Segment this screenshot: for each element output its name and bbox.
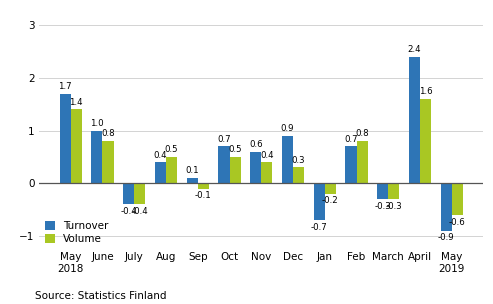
Bar [441,183,452,231]
Text: 2.4: 2.4 [408,45,422,54]
Text: 0.5: 0.5 [228,145,242,154]
Text: -0.7: -0.7 [311,223,328,232]
Text: 0.9: 0.9 [281,124,294,133]
Bar [346,146,356,183]
Bar [218,146,230,183]
Bar [134,183,145,204]
Bar [155,162,166,183]
Bar [261,162,273,183]
Bar [60,94,70,183]
Text: Source: Statistics Finland: Source: Statistics Finland [35,291,166,301]
Text: 0.4: 0.4 [260,150,274,160]
Text: -0.3: -0.3 [374,202,391,211]
Bar [452,183,463,215]
Bar [123,183,134,204]
Text: -0.4: -0.4 [132,207,148,216]
Bar [91,130,103,183]
Bar [356,141,368,183]
Bar [187,178,198,183]
Text: 0.5: 0.5 [165,145,178,154]
Bar [103,141,113,183]
Bar [70,109,82,183]
Bar [325,183,336,194]
Text: 0.8: 0.8 [355,130,369,138]
Text: -0.1: -0.1 [195,191,211,200]
Bar [282,136,293,183]
Bar [230,157,241,183]
Bar [420,99,431,183]
Text: 1.0: 1.0 [90,119,104,128]
Text: 0.7: 0.7 [344,135,358,144]
Bar [250,152,261,183]
Text: -0.3: -0.3 [386,202,402,211]
Text: 1.6: 1.6 [419,87,432,96]
Text: 0.3: 0.3 [292,156,306,165]
Bar [388,183,399,199]
Legend: Turnover, Volume: Turnover, Volume [45,221,109,244]
Bar [314,183,325,220]
Text: 0.8: 0.8 [101,130,115,138]
Text: -0.6: -0.6 [449,218,466,226]
Bar [409,57,420,183]
Bar [166,157,177,183]
Text: -0.4: -0.4 [120,207,137,216]
Text: 0.7: 0.7 [217,135,231,144]
Text: -0.9: -0.9 [438,233,455,243]
Text: 0.1: 0.1 [185,166,199,175]
Text: 1.7: 1.7 [58,82,72,91]
Text: 0.6: 0.6 [249,140,263,149]
Text: 1.4: 1.4 [70,98,83,107]
Text: 0.4: 0.4 [154,150,167,160]
Bar [377,183,388,199]
Bar [198,183,209,188]
Text: -0.2: -0.2 [322,196,339,206]
Bar [293,168,304,183]
